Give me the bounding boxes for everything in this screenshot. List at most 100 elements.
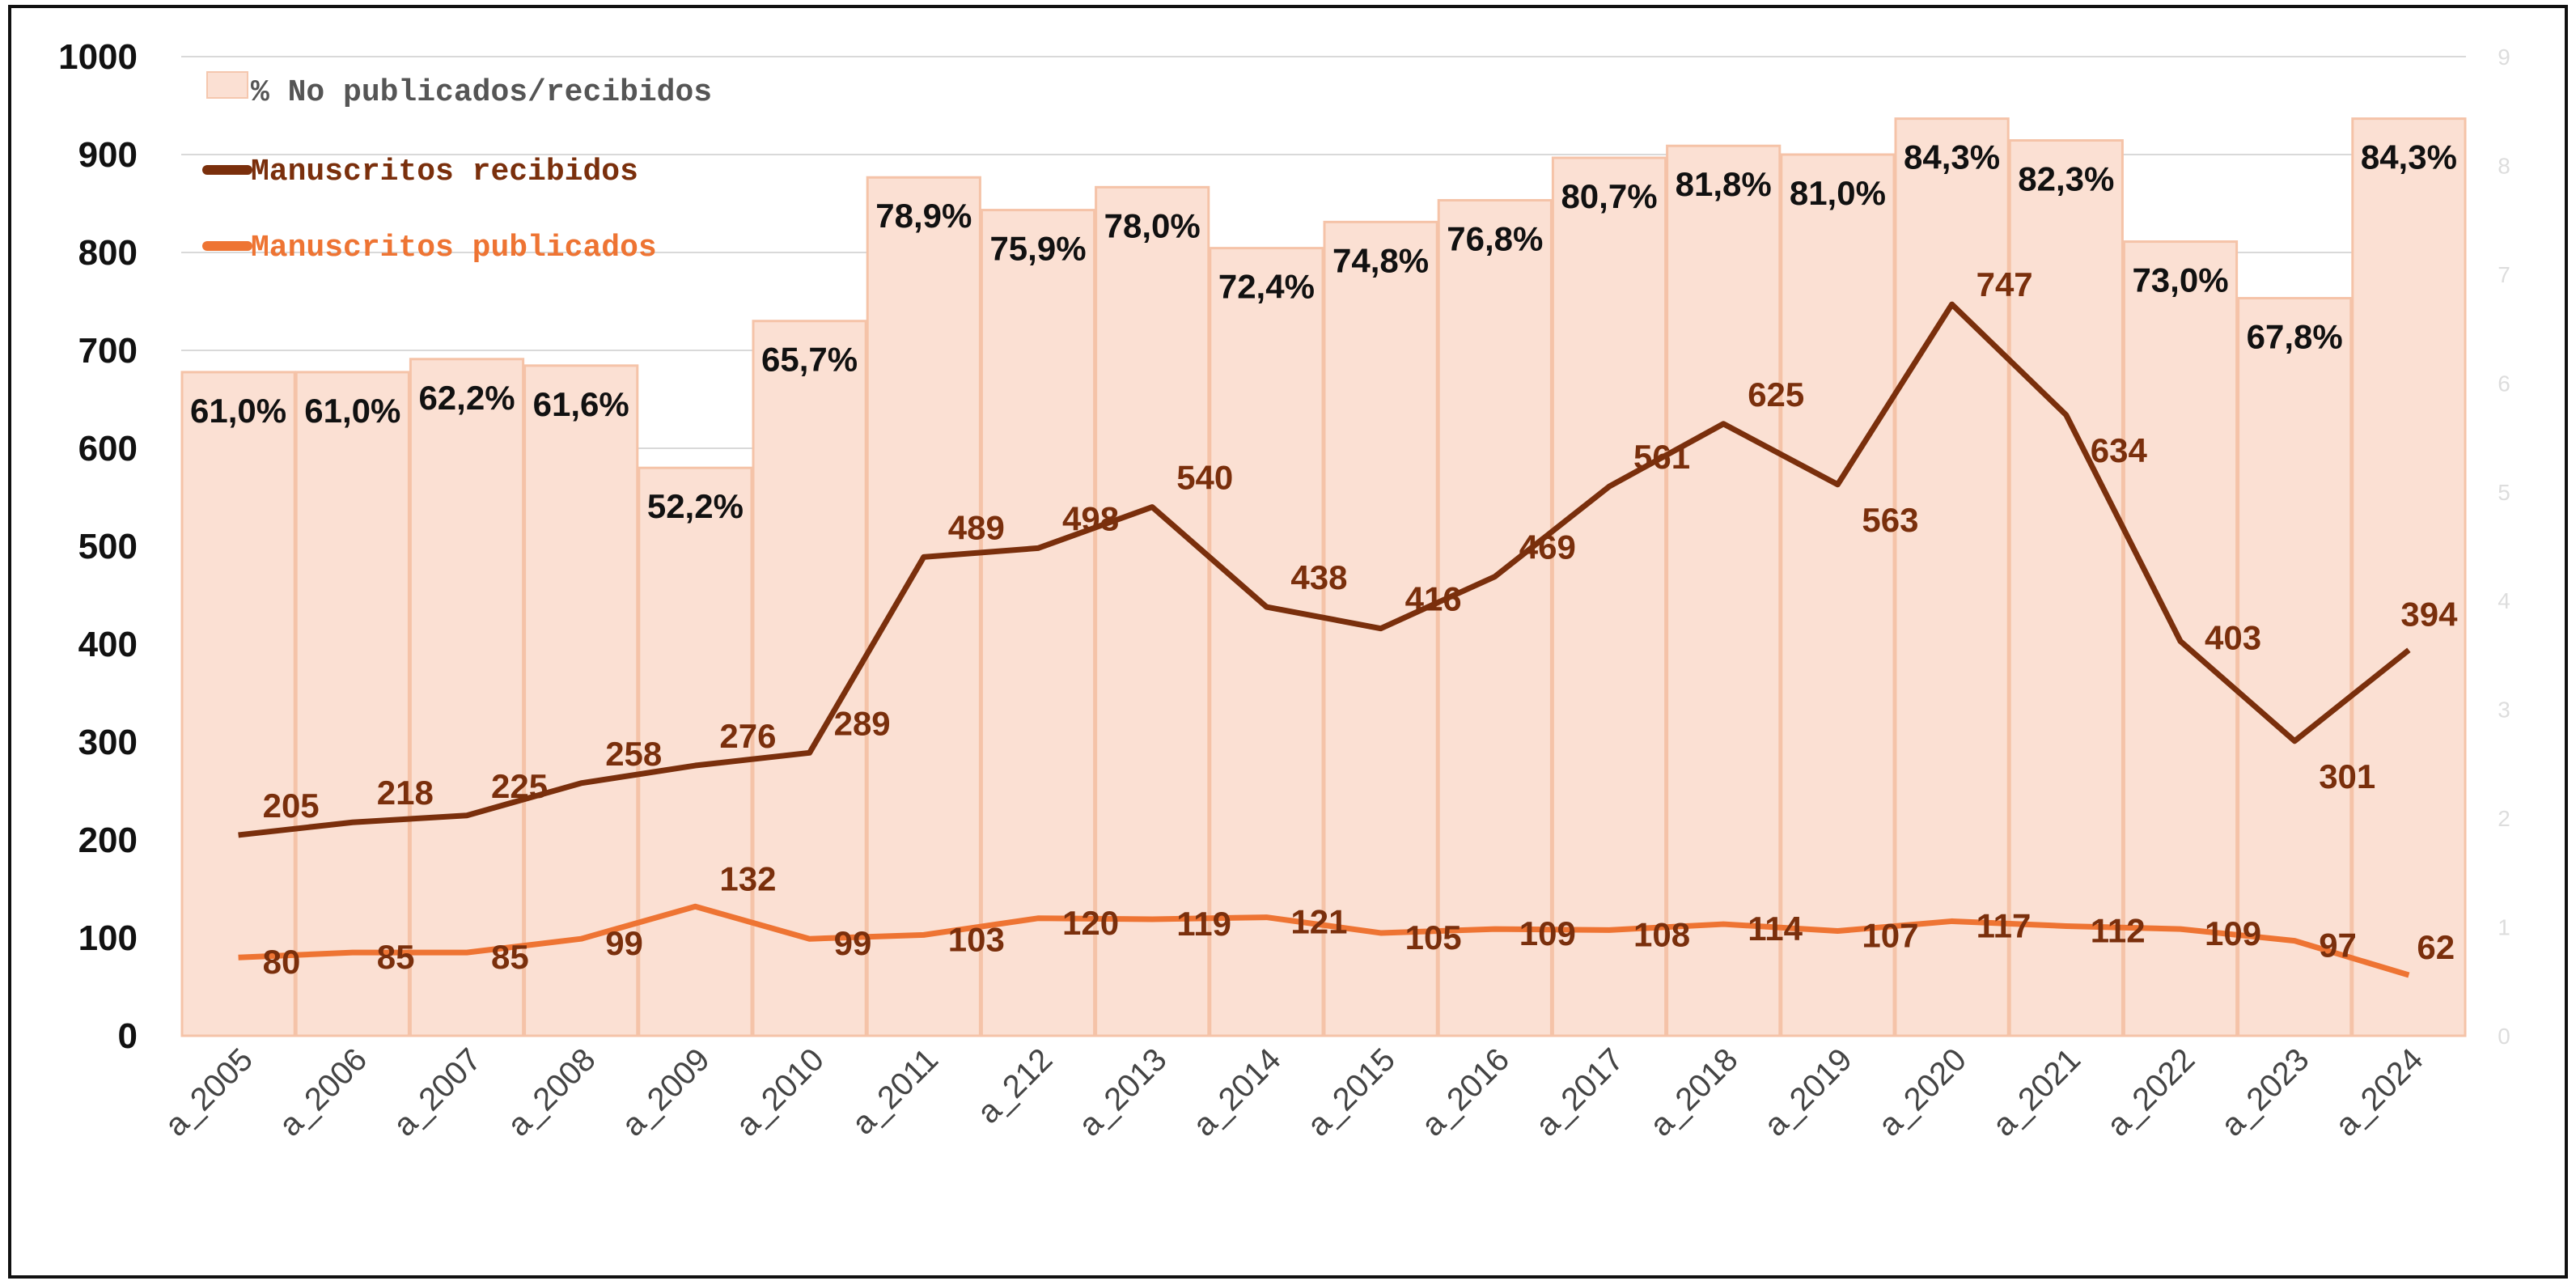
publicados-value-label: 99 [605,924,643,962]
recibidos-value-label: 394 [2400,595,2458,633]
bar [980,209,1096,1037]
publicados-value-label: 105 [1405,918,1462,956]
bar-percent-label: 67,8% [2247,317,2343,355]
bar-percent-label: 78,9% [875,197,972,235]
recibidos-value-label: 205 [263,787,320,825]
bar-percent-label: 76,8% [1447,219,1543,257]
bar-percent-label: 80,7% [1561,177,1657,215]
y-left-tick-label: 100 [78,918,138,958]
bar [1780,153,1896,1037]
legend-swatch-bars [206,71,248,99]
publicados-value-label: 85 [377,938,415,976]
bar-percent-label: 62,2% [418,379,515,417]
publicados-value-label: 117 [1976,906,2032,944]
publicados-value-label: 109 [2205,914,2261,952]
line-publicados [238,903,2410,978]
recibidos-value-label: 625 [1748,375,1804,413]
bar [866,176,981,1037]
recibidos-value-label: 403 [2205,618,2261,656]
y-right-tick-label: 4 [2498,588,2510,613]
publicados-value-label: 108 [1633,915,1690,953]
y-left-tick-label: 0 [118,1016,138,1056]
recibidos-value-label: 438 [1290,558,1347,596]
bar-percent-label: 61,0% [304,392,400,430]
bar-percent-label: 72,4% [1218,268,1315,306]
y-right-tick-label: 3 [2498,698,2510,723]
bar [638,466,753,1037]
bar-percent-label: 75,9% [989,230,1086,268]
publicados-value-label: 109 [1519,914,1576,952]
recibidos-value-label: 498 [1062,499,1119,537]
bar-percent-label: 82,3% [2018,160,2114,198]
recibidos-value-label: 416 [1405,580,1462,618]
recibidos-value-label: 301 [2319,757,2375,795]
bar-percent-label: 81,8% [1676,165,1772,203]
bar [1437,198,1553,1037]
y-left-tick-label: 1000 [58,37,138,77]
recibidos-value-label: 634 [2091,431,2148,469]
bar-percent-label: 61,6% [533,385,629,423]
recibidos-value-label: 258 [605,735,662,773]
legend-label-publicados: Manuscritos publicados [251,231,657,265]
publicados-value-label: 99 [834,924,872,962]
bar-percent-label: 84,3% [2361,138,2457,176]
recibidos-value-label: 218 [377,774,434,812]
publicados-value-label: 119 [1176,905,1231,943]
publicados-value-label: 80 [263,943,301,981]
y-left-tick-label: 700 [78,331,138,371]
y-right-tick-label: 8 [2498,153,2510,178]
bar [752,320,867,1037]
bar-percent-label: 74,8% [1332,241,1429,279]
recibidos-value-label: 747 [1976,265,2033,303]
publicados-value-label: 121 [1290,903,1347,941]
bar [180,371,296,1037]
bar [523,364,639,1037]
publicados-value-label: 85 [491,938,529,976]
bar-percent-label: 73,0% [2132,261,2228,299]
bar-percent-label: 81,0% [1790,174,1886,212]
publicados-value-label: 107 [1862,917,1918,955]
bar [2351,117,2467,1037]
publicados-value-label: 120 [1062,904,1119,942]
y-right-tick-label: 1 [2498,915,2510,940]
bar [1551,156,1667,1037]
y-left-tick-label: 800 [78,233,138,273]
publicados-value-label: 97 [2319,927,2357,965]
y-right-tick-label: 0 [2498,1024,2510,1049]
bar-percent-label: 84,3% [1904,138,2000,176]
recibidos-value-label: 540 [1176,459,1233,497]
y-right-tick-label: 2 [2498,806,2510,831]
y-right-tick-label: 6 [2498,371,2510,396]
recibidos-value-label: 489 [948,508,1005,546]
bar-percent-label: 52,2% [647,487,744,525]
y-left-tick-label: 400 [78,625,138,664]
y-left-tick-label: 500 [78,527,138,566]
publicados-value-label: 114 [1748,910,1803,948]
recibidos-value-label: 289 [834,704,891,742]
lines [238,301,2411,978]
y-left-tick-label: 300 [78,723,138,762]
recibidos-value-label: 469 [1519,528,1576,566]
bar-percent-label: 78,0% [1104,206,1201,244]
publicados-value-label: 62 [2417,928,2455,966]
data-labels: 61,0% 61,0% 62,2% 61,6% 52,2% 65,7% 78,9% 75,9%… [190,138,2458,982]
bar [294,371,410,1037]
bar-percent-label: 65,7% [761,341,858,379]
recibidos-value-label: 561 [1633,438,1690,476]
bar [2008,139,2124,1037]
y-left-tick-label: 200 [78,821,138,860]
bar-percent-label: 61,0% [190,392,286,430]
recibidos-value-label: 276 [719,717,776,755]
recibidos-value-label: 563 [1862,501,1918,539]
y-right-tick-label: 7 [2498,262,2510,287]
recibidos-value-label: 225 [491,767,548,805]
y-left-tick-label: 900 [78,135,138,175]
line-recibidos [238,301,2411,838]
legend: % No publicados/recibidos Manuscritos re… [202,71,712,265]
y-left-tick-label: 600 [78,429,138,469]
legend-label-bars: % No publicados/recibidos [251,75,712,110]
y-right-tick-label: 5 [2498,480,2510,505]
publicados-value-label: 132 [719,859,776,897]
bar [409,358,525,1037]
